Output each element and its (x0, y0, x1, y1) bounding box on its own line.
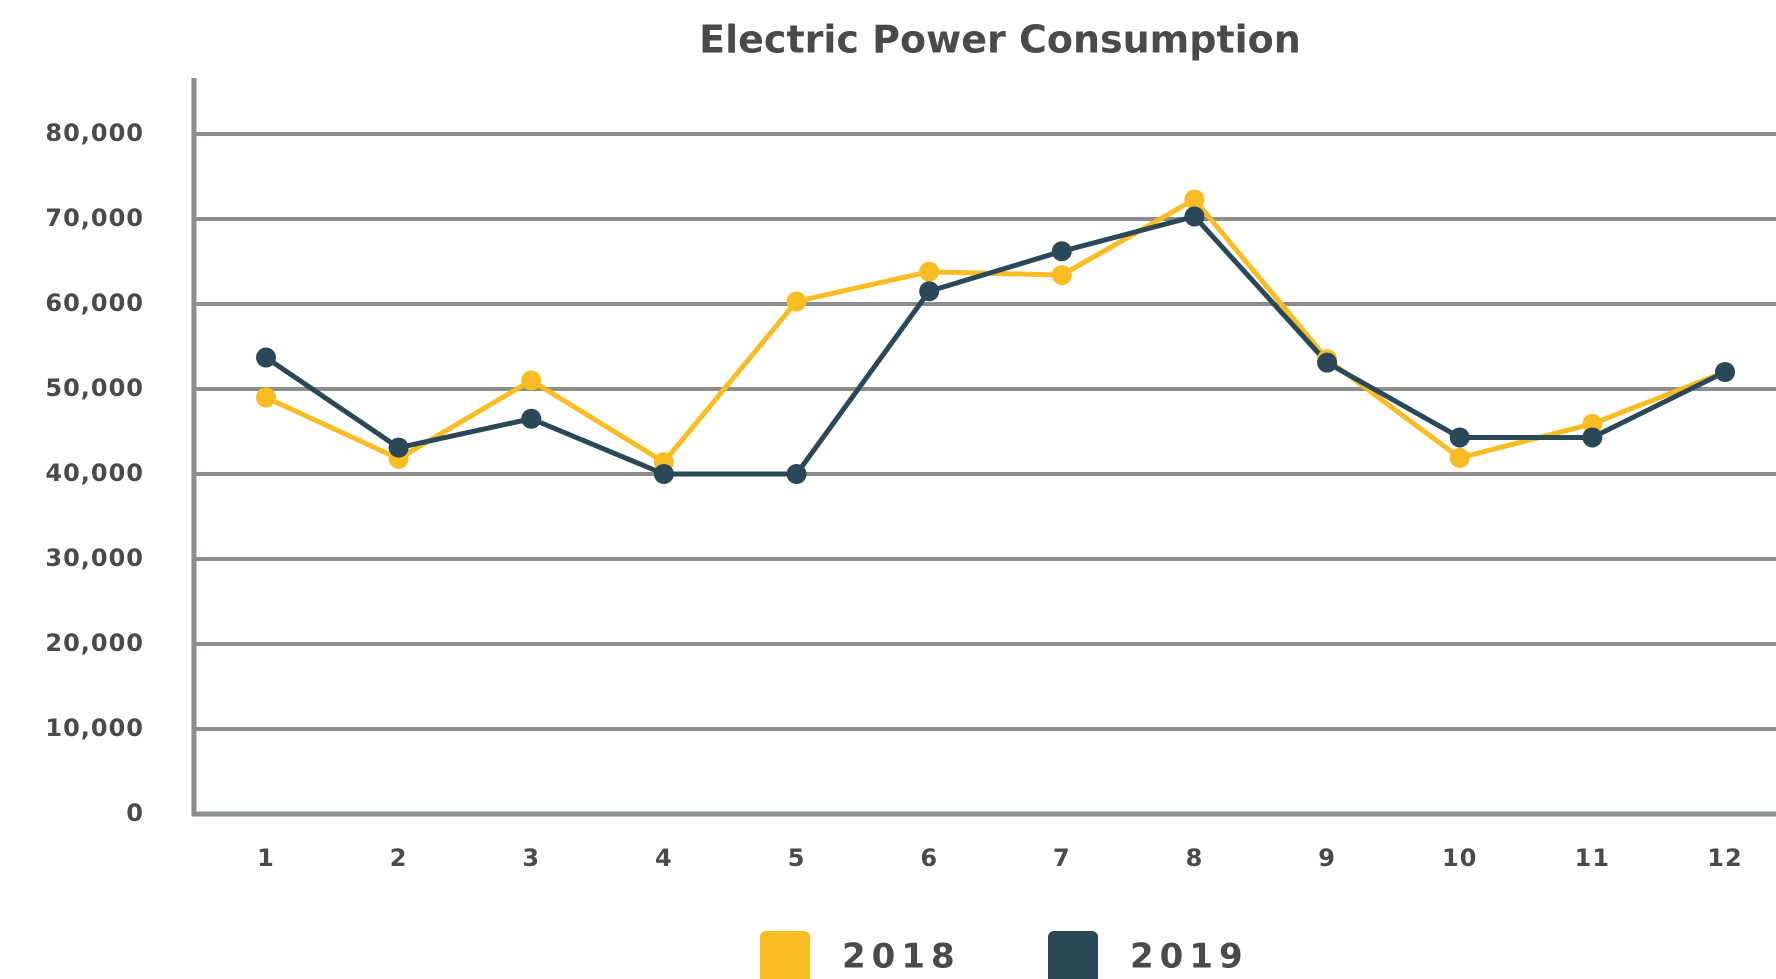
x-tick-label: 5 (788, 844, 806, 872)
data-point (388, 437, 409, 458)
data-point (919, 261, 940, 282)
x-tick-label: 3 (522, 844, 540, 872)
series-line (264, 196, 1726, 465)
legend-swatch (1048, 931, 1098, 979)
data-point (919, 281, 940, 302)
y-tick-label: 80,000 (45, 119, 144, 147)
y-tick-label: 30,000 (45, 544, 144, 572)
x-tick-label: 8 (1186, 844, 1204, 872)
data-point (256, 347, 276, 368)
x-tick-label: 6 (920, 844, 938, 872)
x-tick-label: 10 (1442, 844, 1477, 872)
x-tick-label: 9 (1318, 844, 1336, 872)
y-tick-label: 20,000 (45, 629, 144, 657)
series-line (264, 213, 1727, 477)
data-point (1317, 352, 1338, 373)
data-point (1051, 241, 1072, 262)
data-point (1582, 427, 1603, 448)
y-tick-label: 50,000 (45, 374, 144, 402)
data-point (786, 291, 807, 312)
x-tick-label: 12 (1707, 844, 1742, 872)
data-point (256, 387, 276, 408)
data-point (521, 408, 542, 429)
data-point (521, 370, 542, 391)
x-tick-label: 11 (1575, 844, 1610, 872)
legend-label: 2018 (842, 937, 961, 977)
x-tick-label: 7 (1053, 844, 1071, 872)
x-tick-label: 1 (257, 844, 275, 872)
data-point (1184, 206, 1205, 227)
x-tick-label: 4 (655, 844, 673, 872)
data-point (786, 464, 807, 484)
y-tick-label: 10,000 (45, 714, 144, 742)
y-tick-label: 0 (126, 799, 144, 827)
y-tick-label: 40,000 (45, 459, 144, 487)
y-tick-label: 60,000 (45, 289, 144, 317)
chart-title: Electric Power Consumption (699, 18, 1301, 62)
legend-swatch (760, 931, 810, 979)
data-point (1449, 427, 1470, 448)
legend-label: 2019 (1130, 937, 1249, 977)
x-tick-label: 2 (390, 844, 408, 872)
data-point (653, 464, 674, 484)
y-tick-label: 70,000 (45, 204, 144, 232)
data-point (1184, 189, 1205, 210)
data-point (1449, 447, 1470, 468)
data-point (1715, 362, 1735, 382)
data-point (1051, 265, 1072, 286)
